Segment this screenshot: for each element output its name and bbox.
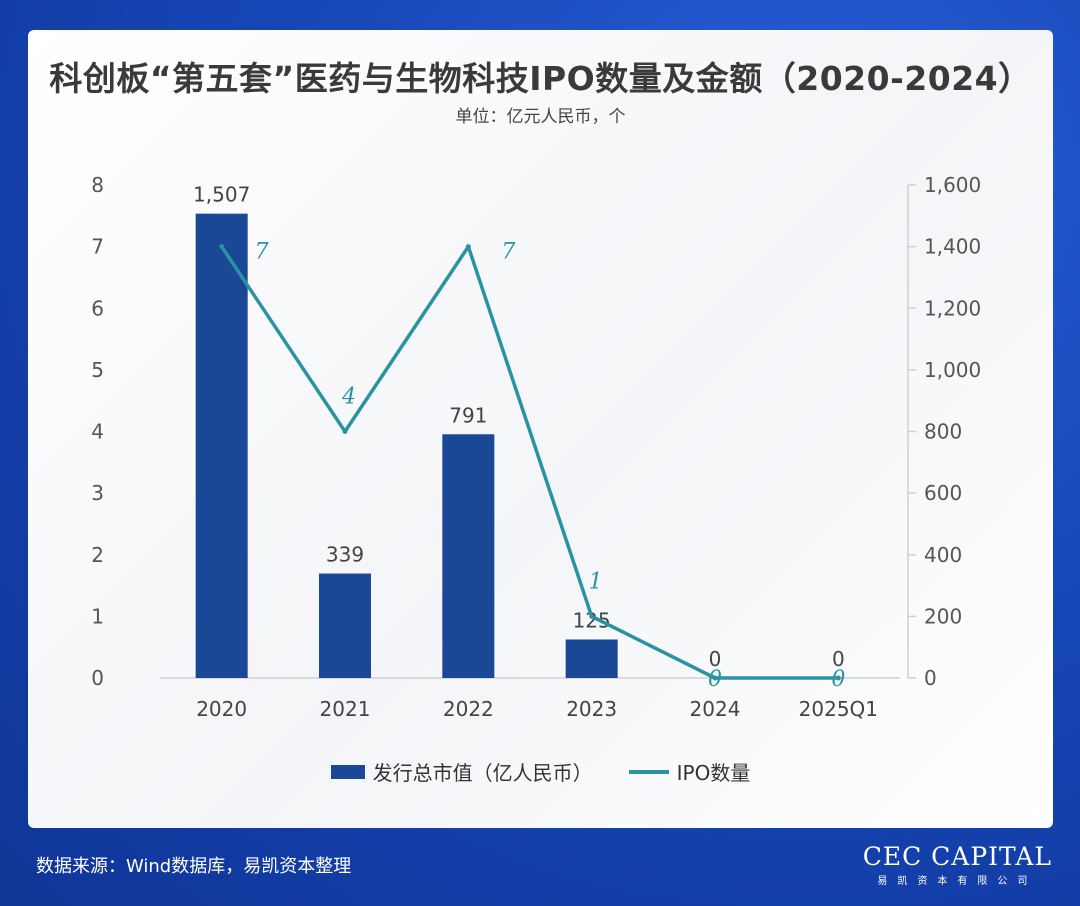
bar (442, 434, 495, 678)
left-axis-tick: 7 (91, 235, 104, 259)
logo-subtext: 易凯资本有限公司 (877, 876, 1038, 887)
bar-value-label: 0 (709, 647, 722, 671)
right-axis-tick: 1,000 (924, 358, 981, 382)
line-value-label: 0 (708, 667, 722, 692)
right-axis-tick: 800 (924, 420, 962, 444)
line-point (712, 675, 718, 681)
right-axis-tick: 400 (924, 543, 962, 567)
source-note: 数据来源：Wind数据库，易凯资本整理 (36, 856, 352, 877)
bar-value-label: 791 (449, 403, 487, 427)
x-axis-tick: 2025Q1 (799, 697, 878, 721)
logo-text: CEC CAPITAL (862, 842, 1052, 871)
legend-bar-swatch (330, 764, 365, 779)
right-axis-tick: 200 (924, 604, 962, 628)
legend-bar-label: 发行总市值（亿人民币） (372, 761, 593, 785)
left-axis-tick: 4 (91, 420, 104, 444)
bar (565, 639, 618, 678)
line-value-label: 4 (341, 385, 356, 410)
right-axis-tick: 1,400 (924, 235, 981, 259)
chart-subtitle: 单位：亿元人民币，个 (455, 107, 626, 127)
legend-line-label: IPO数量 (676, 761, 751, 785)
legend-line-swatch (628, 769, 669, 774)
bar-value-label: 0 (832, 647, 845, 671)
line-point (342, 429, 348, 434)
bar (195, 213, 248, 678)
line-value-label: 0 (831, 667, 845, 692)
bar-value-label: 1,507 (193, 183, 250, 207)
chart-card: 科创板“第五套”医药与生物科技IPO数量及金额（2020-2024） 单位：亿元… (28, 30, 1053, 828)
legend-item-line[interactable]: IPO数量 (628, 757, 751, 786)
x-axis-tick: 2021 (320, 697, 371, 721)
x-axis-tick: 2023 (566, 697, 617, 721)
right-axis-tick: 600 (924, 481, 962, 505)
legend-item-bar[interactable]: 发行总市值（亿人民币） (330, 757, 593, 786)
line-value-label: 7 (501, 240, 515, 265)
bar-value-label: 339 (326, 543, 364, 567)
line-value-label: 7 (255, 240, 269, 265)
right-axis-tick: 1,200 (924, 296, 981, 320)
left-axis-tick: 5 (91, 358, 104, 382)
combo-chart: 01234567802004006008001,0001,2001,4001,6… (91, 173, 981, 721)
left-axis-tick: 2 (91, 543, 104, 567)
left-axis-tick: 3 (91, 481, 104, 505)
chart-title: 科创板“第五套”医药与生物科技IPO数量及金额（2020-2024） (49, 59, 1032, 98)
right-axis-tick: 1,600 (924, 173, 981, 197)
line-point (465, 244, 471, 250)
x-axis-tick: 2022 (443, 697, 494, 721)
bar (319, 573, 371, 678)
line-point (219, 244, 225, 250)
ipo-count-line (220, 244, 839, 680)
x-axis-tick: 2020 (196, 697, 247, 721)
line-value-label: 1 (589, 569, 603, 594)
left-axis-tick: 6 (91, 296, 104, 320)
left-axis-tick: 1 (91, 604, 104, 628)
company-logo: CEC CAPITAL 易凯资本有限公司 (863, 842, 1052, 887)
right-axis-tick: 0 (924, 666, 937, 690)
line-point (589, 613, 595, 619)
left-axis-tick: 8 (91, 173, 104, 197)
line-point (835, 675, 841, 681)
x-axis-tick: 2024 (690, 697, 741, 721)
chart-legend: 发行总市值（亿人民币） IPO数量 (28, 757, 1053, 786)
left-axis-tick: 0 (91, 666, 104, 690)
